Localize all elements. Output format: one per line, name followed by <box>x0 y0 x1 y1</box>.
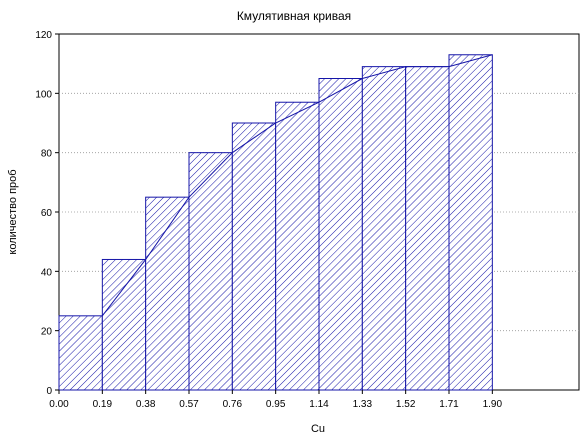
histogram-bar <box>405 66 450 391</box>
y-tick-label: 0 <box>46 386 52 397</box>
histogram-bar <box>361 66 407 391</box>
x-axis-label: Cu <box>311 423 325 435</box>
x-tick-label: 0.00 <box>49 399 69 410</box>
histogram-bar <box>318 78 363 391</box>
x-tick-label: 1.90 <box>483 399 503 410</box>
y-axis-label: количество проб <box>7 169 19 254</box>
x-tick-label: 0.38 <box>136 399 156 410</box>
x-axis-ticks: 0.00 0.19 0.38 0.57 0.76 0.95 1.14 1.33 1.52 1.71… <box>49 390 503 410</box>
x-tick-label: 1.33 <box>353 399 373 410</box>
x-tick-label: 0.95 <box>266 399 286 410</box>
y-axis-ticks: 0 20 40 60 80 100 120 <box>35 30 59 397</box>
histogram-bar <box>231 122 277 391</box>
y-tick-label: 40 <box>41 267 53 278</box>
x-tick-label: 0.19 <box>93 399 113 410</box>
cumulative-line <box>101 54 493 317</box>
line-group <box>101 54 493 317</box>
histogram-bar <box>101 258 147 391</box>
y-tick-label: 60 <box>41 208 53 219</box>
chart-title: Кмулятивная кривая <box>237 9 351 23</box>
histogram-bar <box>448 54 493 391</box>
x-tick-label: 0.57 <box>179 399 199 410</box>
x-tick-label: 1.52 <box>396 399 416 410</box>
y-tick-label: 100 <box>35 89 52 100</box>
bars-group <box>58 54 493 391</box>
histogram-bar <box>275 101 320 391</box>
y-tick-label: 120 <box>35 30 52 41</box>
histogram-bar <box>145 196 190 391</box>
x-tick-label: 1.14 <box>309 399 329 410</box>
x-tick-label: 0.76 <box>223 399 243 410</box>
y-tick-label: 20 <box>41 327 53 338</box>
histogram-bar <box>188 152 233 391</box>
x-tick-label: 1.71 <box>439 399 459 410</box>
y-tick-label: 80 <box>41 149 53 160</box>
histogram-bar <box>58 315 103 391</box>
